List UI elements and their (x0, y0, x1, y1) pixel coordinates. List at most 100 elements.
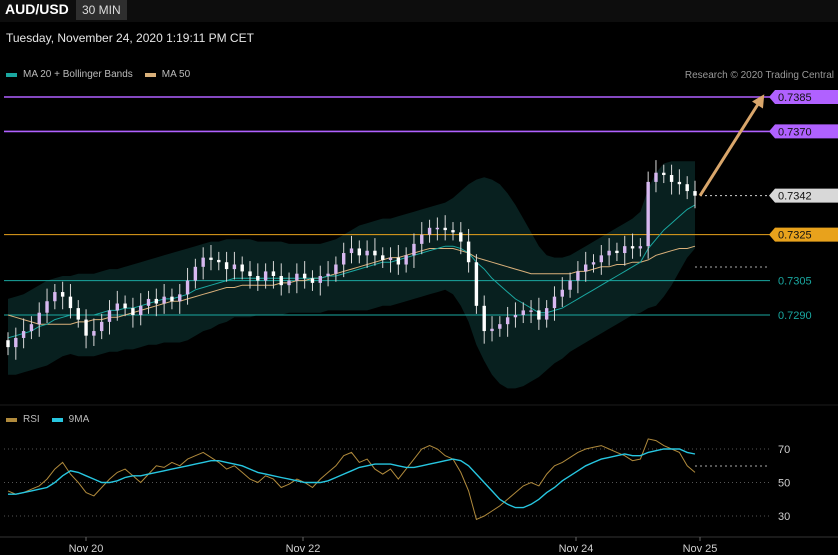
x-tick-label-0: Nov 20 (69, 543, 104, 555)
level-tag-2 (769, 188, 838, 203)
candle-body (240, 264, 244, 272)
candle-body (92, 331, 96, 336)
rsi-ma9-line (8, 448, 696, 509)
legend-9ma-label: 9MA (68, 414, 90, 425)
candle-body (623, 246, 627, 254)
candle-body (37, 312, 41, 325)
level-label-1: 0.7370 (778, 126, 812, 138)
projection-arrow-head (752, 94, 765, 109)
candle-body (162, 296, 166, 304)
candle-body (123, 303, 127, 309)
candle-body (193, 266, 198, 281)
x-tick-label-2: Nov 24 (559, 543, 594, 555)
legend-swatch-rsi (6, 417, 17, 422)
candle-body (576, 271, 580, 281)
candle-body (654, 172, 658, 182)
candle-body (224, 262, 229, 270)
legend-ma20-label: MA 20 + Bollinger Bands (23, 69, 133, 80)
projection-arrow-shaft (698, 100, 762, 197)
candle-body (146, 298, 151, 306)
candle-body (185, 280, 190, 295)
candle-body (459, 232, 463, 242)
legend-swatch-9ma (51, 417, 63, 422)
candle-body (552, 296, 557, 309)
candle-body (669, 175, 674, 182)
candle-body (529, 310, 533, 312)
candle-body (45, 301, 49, 313)
level-label-4: 0.7305 (778, 276, 812, 288)
candle-body (443, 227, 447, 231)
candle-body (505, 317, 510, 325)
candle-body (646, 181, 650, 247)
candle-body (84, 319, 88, 336)
level-label-5: 0.7290 (778, 310, 812, 322)
credit-text: Research © 2020 Trading Central (684, 70, 834, 81)
candle-body (107, 310, 112, 322)
candle-body (357, 248, 362, 256)
candle-body (53, 292, 57, 302)
candle-body (537, 310, 541, 320)
rsi-line (7, 438, 696, 521)
rsi-tick-2: 30 (778, 511, 790, 523)
candle-body (248, 271, 252, 276)
timeframe-button[interactable]: 30 MIN (76, 0, 127, 20)
rsi-tick-0: 70 (778, 444, 790, 456)
candle-body (365, 250, 369, 256)
candle-body (217, 259, 221, 263)
candle-body (521, 310, 525, 315)
candle-body (427, 227, 432, 235)
candle-body (466, 241, 471, 263)
candle-body (154, 298, 159, 304)
level-label-0: 0.7385 (778, 92, 812, 104)
candle-body (388, 257, 393, 260)
candle-body (209, 257, 213, 260)
candle-body (638, 246, 643, 249)
candle-body (60, 292, 65, 297)
candle-body (302, 273, 307, 279)
candle-body (29, 324, 34, 332)
ma50-line (7, 245, 696, 325)
candle-body (170, 296, 174, 302)
candle-body (607, 250, 611, 256)
candle-body (6, 340, 10, 348)
timestamp: Tuesday, November 24, 2020 1:19:11 PM CE… (6, 31, 254, 45)
legend-rsi: RSI 9MA (6, 414, 89, 425)
legend-swatch-ma50 (144, 72, 156, 77)
candle-body (482, 305, 486, 332)
candle-body (693, 191, 697, 196)
candle-body (560, 289, 564, 297)
candle-body (201, 257, 205, 267)
candle-body (271, 271, 276, 276)
candle-body (373, 250, 377, 256)
candle-body (318, 275, 322, 283)
candle-body (295, 273, 299, 281)
legend-ma50-label: MA 50 (161, 69, 191, 80)
candle-body (513, 315, 518, 318)
candle-body (490, 328, 494, 332)
candle-body (341, 253, 346, 265)
candle-body (498, 324, 502, 329)
candle-body (76, 308, 80, 320)
candle-body (412, 243, 416, 256)
candle-body (599, 255, 604, 263)
candle-body (334, 264, 338, 274)
candle-body (568, 280, 572, 290)
level-tag-3 (769, 227, 838, 242)
candle-body (544, 308, 549, 320)
candle-body (474, 262, 479, 306)
candle-body (451, 230, 455, 233)
candle-body (232, 264, 237, 270)
candle-body (256, 275, 260, 281)
candle-body (279, 275, 283, 286)
legend-rsi-label: RSI (23, 414, 40, 425)
candle-body (420, 234, 424, 244)
candle-body (287, 280, 291, 286)
level-label-2: 0.7342 (778, 191, 812, 203)
candle-body (615, 250, 619, 254)
candle-body (99, 321, 104, 332)
level-tag-1 (769, 124, 838, 139)
candle-body (662, 172, 666, 176)
chart-header: AUD/USD 30 MIN (0, 0, 838, 22)
candle-body (14, 337, 18, 348)
